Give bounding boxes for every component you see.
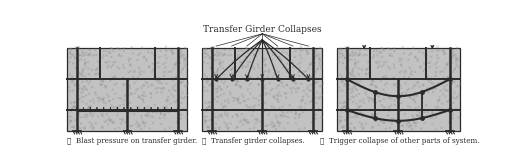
Bar (202, 48, 322, 131)
Bar (337, 48, 460, 131)
Bar (67, 48, 188, 131)
Text: ①  Blast pressure on transfer girder.: ① Blast pressure on transfer girder. (67, 137, 197, 145)
Text: ②  Transfer girder collapses.: ② Transfer girder collapses. (202, 137, 305, 145)
Text: Transfer Girder Collapses: Transfer Girder Collapses (203, 25, 322, 34)
Text: ③  Trigger collapse of other parts of system.: ③ Trigger collapse of other parts of sys… (320, 137, 480, 145)
